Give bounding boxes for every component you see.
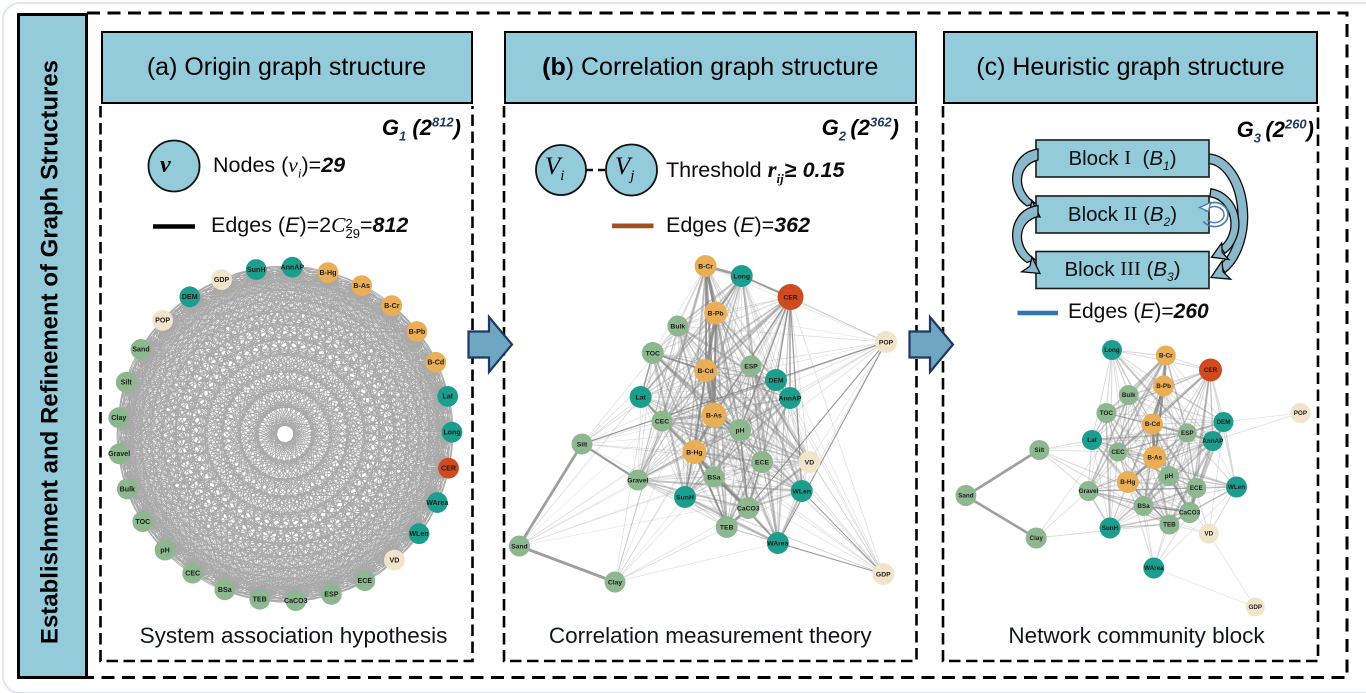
svg-text:WLen: WLen <box>409 530 428 538</box>
svg-text:DEM: DEM <box>1217 419 1231 426</box>
svg-text:Silt: Silt <box>577 441 588 448</box>
svg-text:VD: VD <box>805 459 815 466</box>
svg-text:AnnAP: AnnAP <box>779 395 802 402</box>
svg-text:Sand: Sand <box>132 346 149 354</box>
svg-text:BSa: BSa <box>707 474 720 481</box>
svg-text:CEC: CEC <box>185 570 200 578</box>
svg-text:B-As: B-As <box>353 282 370 290</box>
svg-text:Long: Long <box>1104 347 1120 354</box>
svg-text:ESP: ESP <box>744 363 758 370</box>
svg-text:Gravel: Gravel <box>627 477 648 484</box>
svg-text:DEM: DEM <box>768 377 783 384</box>
svg-text:ECE: ECE <box>1190 485 1203 492</box>
svg-text:GDP: GDP <box>876 571 891 578</box>
svg-text:POP: POP <box>1294 410 1307 417</box>
svg-text:WArea: WArea <box>426 499 448 507</box>
svg-text:WLen: WLen <box>1228 484 1245 491</box>
svg-text:Bulk: Bulk <box>670 323 685 330</box>
svg-text:B-Cd: B-Cd <box>1145 421 1160 428</box>
svg-text:B-Cd: B-Cd <box>427 359 444 367</box>
svg-text:WLen: WLen <box>792 488 811 495</box>
svg-text:VD: VD <box>389 556 399 564</box>
svg-text:AnnAP: AnnAP <box>1202 438 1223 445</box>
svg-text:Lat: Lat <box>442 393 453 401</box>
svg-text:B-As: B-As <box>706 412 722 419</box>
svg-text:BSa: BSa <box>1137 503 1150 510</box>
svg-text:ESP: ESP <box>324 591 338 599</box>
svg-text:Long: Long <box>443 429 460 437</box>
svg-text:TOC: TOC <box>646 350 660 357</box>
svg-text:AnnAP: AnnAP <box>280 264 304 272</box>
svg-text:TEB: TEB <box>720 524 734 531</box>
svg-text:CER: CER <box>783 294 797 301</box>
svg-text:Clay: Clay <box>608 579 623 586</box>
svg-text:WArea: WArea <box>1144 565 1164 572</box>
svg-text:Silt: Silt <box>121 379 133 387</box>
svg-text:Bulk: Bulk <box>120 485 135 493</box>
svg-text:POP: POP <box>155 317 170 325</box>
svg-text:Clay: Clay <box>1030 535 1044 542</box>
svg-text:CaCO3: CaCO3 <box>1179 510 1200 517</box>
svg-text:B-Cd: B-Cd <box>697 368 713 375</box>
svg-text:pH: pH <box>160 546 169 554</box>
svg-text:Lat: Lat <box>1087 437 1097 444</box>
svg-text:ECE: ECE <box>755 459 769 466</box>
svg-text:ECE: ECE <box>358 577 373 585</box>
svg-text:pH: pH <box>735 427 744 434</box>
svg-text:TEB: TEB <box>253 595 267 603</box>
svg-text:TEB: TEB <box>1163 522 1176 529</box>
svg-text:BSa: BSa <box>218 586 232 594</box>
svg-text:Gravel: Gravel <box>108 450 130 458</box>
svg-text:ESP: ESP <box>1181 430 1194 437</box>
svg-text:Silt: Silt <box>1034 447 1045 454</box>
svg-text:TOC: TOC <box>135 518 150 526</box>
svg-text:B-Cr: B-Cr <box>1159 353 1173 360</box>
svg-text:B-Cr: B-Cr <box>384 302 400 310</box>
svg-text:B-Hg: B-Hg <box>686 449 702 456</box>
svg-text:Sand: Sand <box>511 543 528 550</box>
svg-text:CEC: CEC <box>1111 449 1125 456</box>
svg-text:CER: CER <box>1204 367 1218 374</box>
svg-text:GDP: GDP <box>214 276 230 284</box>
svg-text:CaCO3: CaCO3 <box>737 505 760 512</box>
svg-text:B-Pb: B-Pb <box>1156 383 1171 390</box>
svg-text:VD: VD <box>1204 531 1213 538</box>
svg-text:WArea: WArea <box>767 540 788 547</box>
svg-text:SunH: SunH <box>1102 525 1119 532</box>
svg-text:B-Hg: B-Hg <box>320 269 337 277</box>
svg-text:CaCO3: CaCO3 <box>284 597 308 605</box>
svg-text:TOC: TOC <box>1100 410 1114 417</box>
svg-text:B-Pb: B-Pb <box>409 328 426 336</box>
svg-text:Long: Long <box>733 273 750 280</box>
svg-text:Gravel: Gravel <box>1079 488 1099 495</box>
svg-text:B-Hg: B-Hg <box>1120 479 1135 486</box>
svg-text:Lat: Lat <box>635 394 646 401</box>
svg-text:Bulk: Bulk <box>1122 392 1136 399</box>
svg-text:Clay: Clay <box>111 414 126 422</box>
svg-text:SunH: SunH <box>247 266 266 274</box>
svg-text:GDP: GDP <box>1248 604 1262 611</box>
svg-text:B-As: B-As <box>1147 455 1162 462</box>
svg-text:pH: pH <box>1165 473 1174 480</box>
svg-text:CEC: CEC <box>655 418 669 425</box>
svg-text:B-Cr: B-Cr <box>698 263 713 270</box>
svg-text:CER: CER <box>441 465 456 473</box>
svg-text:POP: POP <box>879 339 894 346</box>
svg-text:SunH: SunH <box>676 494 694 501</box>
svg-text:Sand: Sand <box>958 493 974 500</box>
svg-text:B-Pb: B-Pb <box>708 310 724 317</box>
svg-text:DEM: DEM <box>182 293 198 301</box>
